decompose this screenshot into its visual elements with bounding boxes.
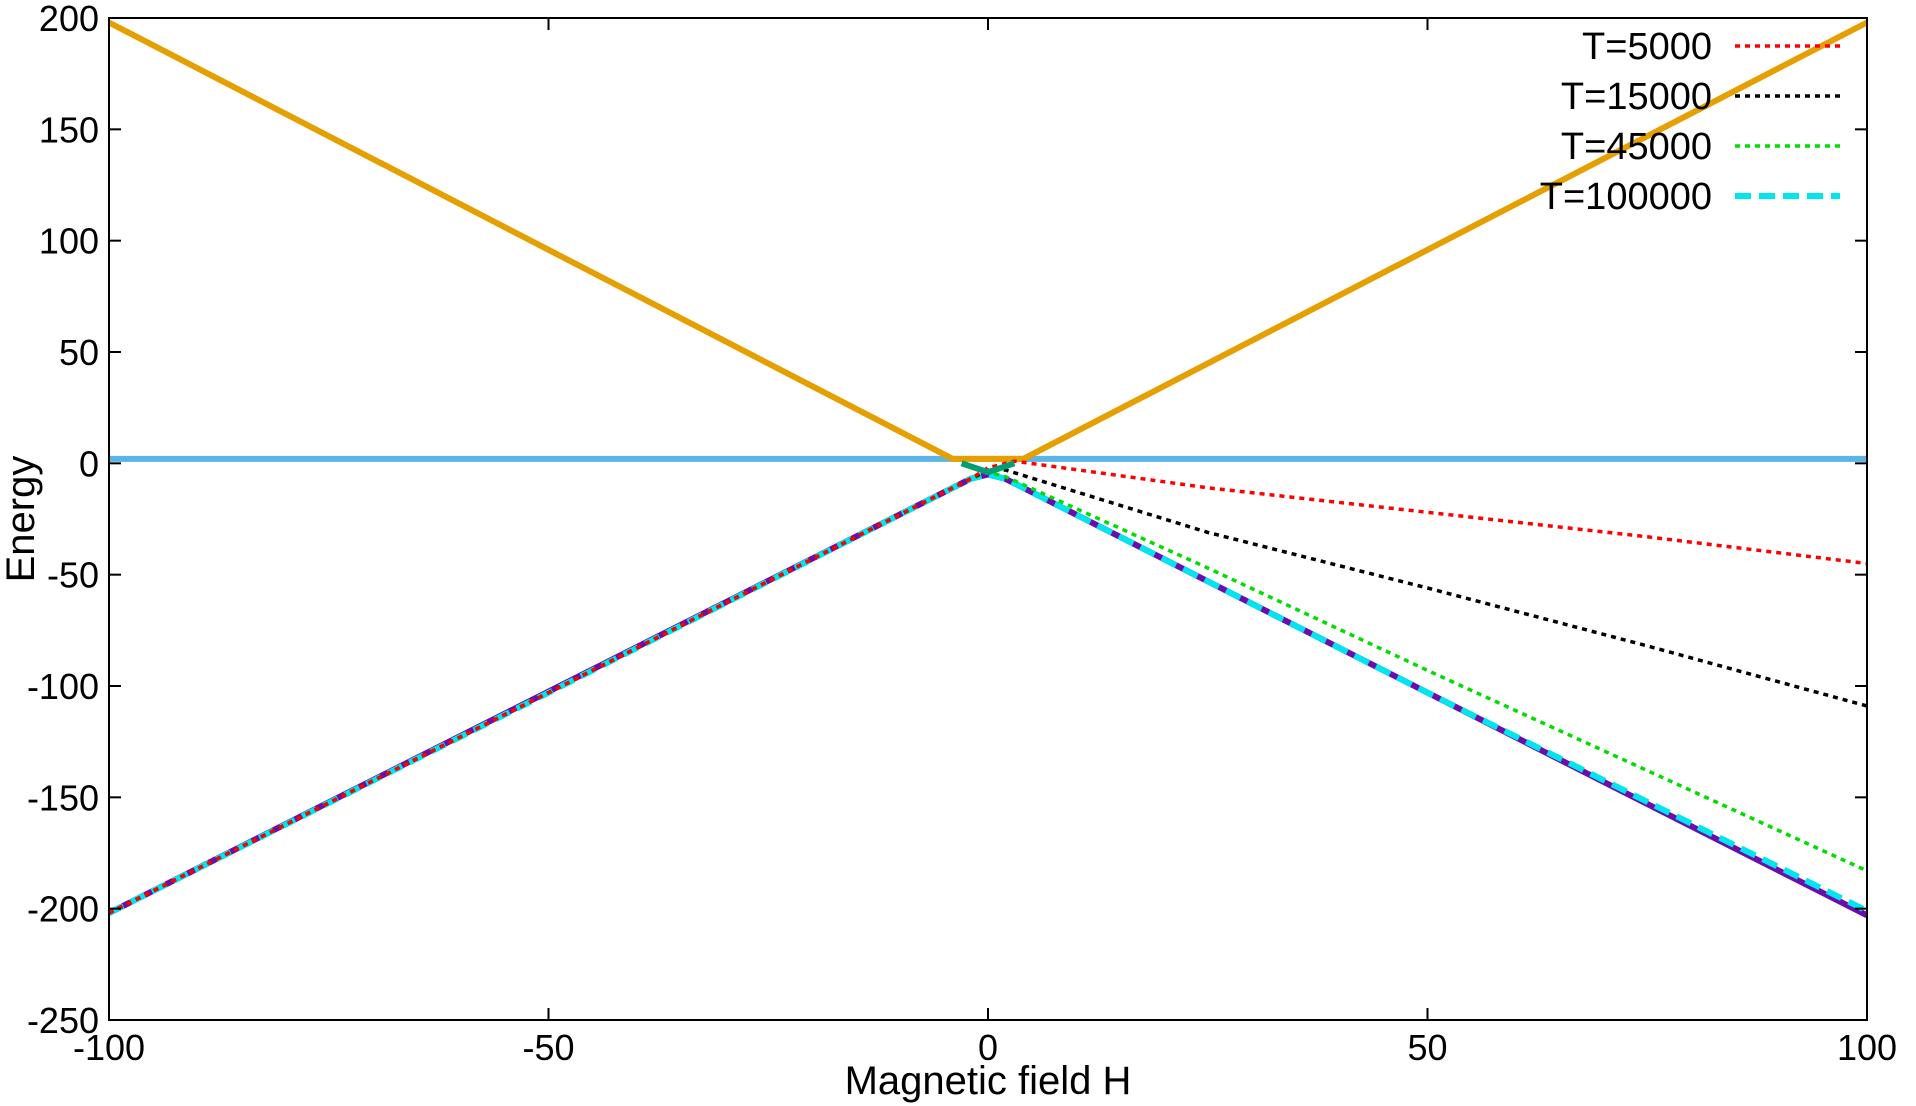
legend-label-2: T=45000 bbox=[1561, 126, 1712, 168]
legend: T=5000 T=15000 T=45000 T=100000 bbox=[1540, 26, 1840, 218]
series-layer bbox=[107, 19, 1869, 918]
x-axis-title: Magnetic field H bbox=[845, 1059, 1132, 1103]
x-tick-label-1: -50 bbox=[522, 1027, 574, 1068]
legend-label-1: T=15000 bbox=[1561, 76, 1712, 118]
y-axis-title: Energy bbox=[0, 456, 43, 583]
plot-frame bbox=[108, 17, 1868, 1021]
y-tick-label-2: 100 bbox=[39, 221, 99, 262]
series-line-7 bbox=[960, 460, 1016, 476]
y-tick-label-3: 50 bbox=[59, 332, 99, 373]
x-tick-label-0: -100 bbox=[73, 1027, 145, 1068]
series-line-6 bbox=[107, 19, 1869, 462]
y-tick-label-4: 0 bbox=[79, 443, 99, 484]
y-tick-label-0: 200 bbox=[39, 0, 99, 39]
legend-label-3: T=100000 bbox=[1540, 176, 1712, 218]
y-tick-label-6: -100 bbox=[27, 666, 99, 707]
y-tick-label-7: -150 bbox=[27, 777, 99, 818]
legend-label-0: T=5000 bbox=[1582, 26, 1712, 68]
x-tick-label-4: 100 bbox=[1837, 1027, 1897, 1068]
tick-layer: -100 -50 0 50 100 200 150 100 50 0 -50 -100 -150 -200… bbox=[27, 0, 1897, 1068]
y-tick-label-8: -200 bbox=[27, 889, 99, 930]
y-tick-label-9: -250 bbox=[27, 1000, 99, 1041]
series-line-2 bbox=[108, 470, 1868, 915]
series-line-1 bbox=[108, 468, 1868, 915]
x-tick-label-2: 0 bbox=[978, 1027, 998, 1068]
y-tick-label-1: 150 bbox=[39, 109, 99, 150]
y-tick-label-5: -50 bbox=[47, 555, 99, 596]
series-line-0 bbox=[108, 459, 1868, 915]
x-tick-label-3: 50 bbox=[1407, 1027, 1447, 1068]
